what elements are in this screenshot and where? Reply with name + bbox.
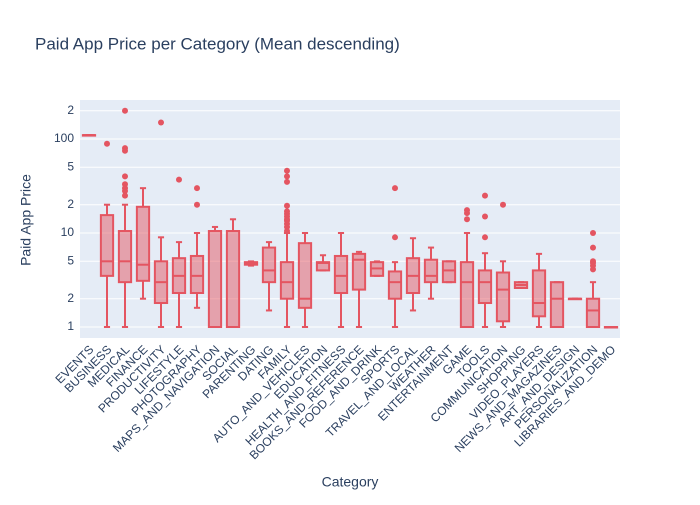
box — [297, 242, 313, 309]
box — [477, 269, 493, 305]
outlier — [590, 244, 596, 251]
outlier — [482, 213, 488, 220]
outlier — [464, 216, 470, 223]
box — [531, 269, 547, 318]
outlier — [284, 173, 290, 180]
box — [279, 261, 295, 300]
outlier — [590, 266, 596, 273]
box — [135, 205, 151, 282]
y-tick-label: 10 — [61, 225, 75, 239]
box — [423, 258, 439, 284]
box — [225, 230, 241, 329]
outlier — [284, 167, 290, 174]
outlier — [122, 173, 128, 180]
x-axis-label: Category — [322, 474, 379, 490]
outlier — [284, 202, 290, 209]
box — [585, 297, 601, 329]
y-axis-label: Paid App Price — [18, 174, 34, 266]
box — [207, 230, 223, 329]
box — [441, 260, 457, 284]
outlier — [122, 107, 128, 114]
outlier — [590, 230, 596, 237]
outlier — [392, 185, 398, 192]
outlier — [464, 210, 470, 217]
outlier — [158, 119, 164, 126]
chart-title: Paid App Price per Category (Mean descen… — [35, 34, 400, 53]
y-tick-label: 1 — [67, 319, 74, 333]
outlier — [194, 185, 200, 192]
outlier — [284, 178, 290, 185]
y-tick-label: 100 — [54, 131, 74, 145]
outlier — [176, 176, 182, 183]
y-tick-label: 5 — [67, 253, 74, 267]
outlier — [392, 234, 398, 241]
y-tick-label: 2 — [67, 197, 74, 211]
y-tick-label: 5 — [67, 159, 74, 173]
outlier — [284, 228, 290, 235]
outlier — [122, 147, 128, 154]
box — [189, 254, 205, 295]
box — [387, 270, 403, 300]
outlier — [194, 201, 200, 208]
box — [495, 271, 511, 323]
box — [117, 230, 133, 284]
box — [549, 281, 565, 329]
outlier — [482, 192, 488, 199]
box — [333, 254, 349, 295]
outlier — [122, 192, 128, 199]
y-tick-label: 2 — [67, 103, 74, 117]
y-tick-label: 2 — [67, 291, 74, 305]
box — [99, 214, 115, 277]
box — [459, 261, 475, 329]
box — [351, 252, 367, 291]
outlier — [122, 187, 128, 194]
outlier — [500, 201, 506, 208]
outlier — [482, 234, 488, 241]
outlier — [104, 140, 110, 147]
box — [261, 246, 277, 284]
